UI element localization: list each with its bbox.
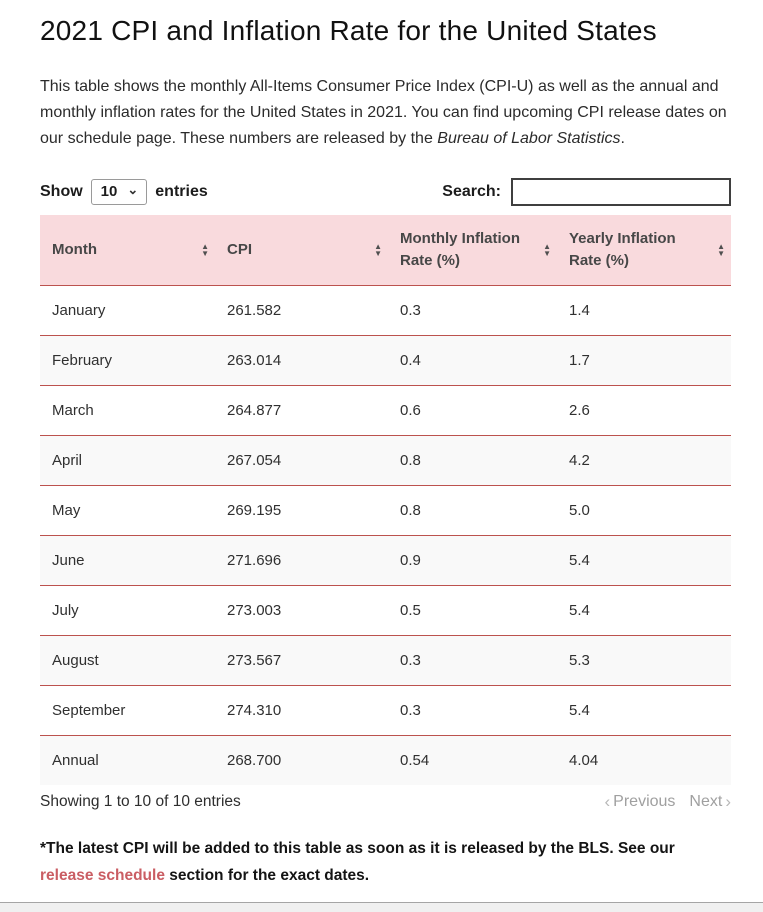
table-body: January 261.582 0.3 1.4 February 263.014… xyxy=(40,285,731,785)
table-row: April 267.054 0.8 4.2 xyxy=(40,435,731,485)
cpi-table: Month ▲ ▼ CPI ▲ ▼ Monthly Inflation Rate (… xyxy=(40,215,731,785)
footnote-text: *The latest CPI will be added to this ta… xyxy=(40,840,675,857)
table-header-row: Month ▲ ▼ CPI ▲ ▼ Monthly Inflation Rate (… xyxy=(40,215,731,285)
horizontal-scrollbar[interactable] xyxy=(0,902,763,912)
cell-yearly-inflation: 1.4 xyxy=(569,301,590,319)
entries-label: entries xyxy=(155,183,208,200)
page-title: 2021 CPI and Inflation Rate for the Unit… xyxy=(40,15,657,46)
cell-month: February xyxy=(52,351,113,369)
entries-select[interactable]: 10 ⌄ xyxy=(90,179,148,205)
cell-month: January xyxy=(52,301,106,319)
cell-yearly-inflation: 5.3 xyxy=(569,651,590,669)
sort-icon[interactable]: ▲ ▼ xyxy=(543,241,551,258)
cell-cpi: 273.003 xyxy=(227,601,282,619)
table-footer: Showing 1 to 10 of 10 entries ‹ Previous … xyxy=(40,792,731,812)
footnote: *The latest CPI will be added to this ta… xyxy=(40,835,731,889)
entries-length-control: Show 10 ⌄ entries xyxy=(40,179,208,205)
table-row: June 271.696 0.9 5.4 xyxy=(40,535,731,585)
pagination-previous-button[interactable]: ‹ Previous xyxy=(604,792,676,811)
release-schedule-link[interactable]: release schedule xyxy=(40,867,165,884)
chevron-left-icon: ‹ xyxy=(604,792,611,811)
table-row: May 269.195 0.8 5.0 xyxy=(40,485,731,535)
cell-yearly-inflation: 1.7 xyxy=(569,351,590,369)
cell-monthly-inflation: 0.9 xyxy=(400,551,421,569)
cell-cpi: 273.567 xyxy=(227,651,282,669)
table-controls: Show 10 ⌄ entries Search: xyxy=(40,178,731,206)
search-label: Search: xyxy=(442,183,501,200)
sort-icon[interactable]: ▲ ▼ xyxy=(201,241,209,258)
cell-monthly-inflation: 0.8 xyxy=(400,451,421,469)
page-content: 2021 CPI and Inflation Rate for the Unit… xyxy=(0,15,763,889)
intro-text-end: . xyxy=(620,130,625,147)
table-row: August 273.567 0.3 5.3 xyxy=(40,635,731,685)
cell-cpi: 269.195 xyxy=(227,501,282,519)
column-header-month[interactable]: Month ▲ ▼ xyxy=(40,215,215,285)
chevron-right-icon: › xyxy=(725,792,731,811)
cell-month: Annual xyxy=(52,751,99,769)
cell-yearly-inflation: 5.0 xyxy=(569,501,590,519)
cell-yearly-inflation: 2.6 xyxy=(569,401,590,419)
show-label: Show xyxy=(40,183,83,200)
cell-yearly-inflation: 4.2 xyxy=(569,451,590,469)
table-row: July 273.003 0.5 5.4 xyxy=(40,585,731,635)
table-header: Month ▲ ▼ CPI ▲ ▼ Monthly Inflation Rate (… xyxy=(40,215,731,285)
search-control: Search: xyxy=(442,178,731,206)
pagination-next-button[interactable]: Next › xyxy=(689,792,731,811)
table-row: September 274.310 0.3 5.4 xyxy=(40,685,731,735)
cell-month: September xyxy=(52,701,126,719)
cell-yearly-inflation: 5.4 xyxy=(569,601,590,619)
intro-italic-text: Bureau of Labor Statistics xyxy=(437,130,621,147)
cell-cpi: 271.696 xyxy=(227,551,282,569)
cell-monthly-inflation: 0.6 xyxy=(400,401,421,419)
cell-month: May xyxy=(52,501,81,519)
cell-cpi: 264.877 xyxy=(227,401,282,419)
cell-cpi: 267.054 xyxy=(227,451,282,469)
cell-yearly-inflation: 5.4 xyxy=(569,701,590,719)
cell-cpi: 261.582 xyxy=(227,301,282,319)
cell-month: March xyxy=(52,401,94,419)
cell-yearly-inflation: 5.4 xyxy=(569,551,590,569)
column-header-cpi[interactable]: CPI ▲ ▼ xyxy=(215,215,388,285)
column-header-label: Monthly Inflation Rate (%) xyxy=(400,229,520,269)
cell-yearly-inflation: 4.04 xyxy=(569,751,599,769)
cell-month: April xyxy=(52,451,83,469)
cell-month: August xyxy=(52,651,99,669)
chevron-down-icon: ⌄ xyxy=(127,181,139,197)
table-row: Annual 268.700 0.54 4.04 xyxy=(40,735,731,785)
column-header-label: Month xyxy=(52,240,97,258)
cell-monthly-inflation: 0.3 xyxy=(400,701,421,719)
column-header-label: CPI xyxy=(227,240,253,258)
column-header-yearly-inflation[interactable]: Yearly Inflation Rate (%) ▲ ▼ xyxy=(557,215,731,285)
cell-monthly-inflation: 0.5 xyxy=(400,601,421,619)
column-header-label: Yearly Inflation Rate (%) xyxy=(569,229,676,269)
column-header-monthly-inflation[interactable]: Monthly Inflation Rate (%) ▲ ▼ xyxy=(388,215,557,285)
sort-icon[interactable]: ▲ ▼ xyxy=(717,241,725,258)
intro-paragraph: This table shows the monthly All-Items C… xyxy=(40,74,731,152)
cell-monthly-inflation: 0.3 xyxy=(400,651,421,669)
cell-month: July xyxy=(52,601,79,619)
entries-select-value: 10 xyxy=(100,183,118,200)
cell-monthly-inflation: 0.54 xyxy=(400,751,430,769)
cell-month: June xyxy=(52,551,85,569)
search-input[interactable] xyxy=(511,178,731,206)
cell-monthly-inflation: 0.3 xyxy=(400,301,421,319)
sort-icon[interactable]: ▲ ▼ xyxy=(374,241,382,258)
table-row: January 261.582 0.3 1.4 xyxy=(40,285,731,335)
cell-monthly-inflation: 0.8 xyxy=(400,501,421,519)
table-row: February 263.014 0.4 1.7 xyxy=(40,335,731,385)
table-row: March 264.877 0.6 2.6 xyxy=(40,385,731,435)
footnote-text-end: section for the exact dates. xyxy=(164,867,370,884)
cell-cpi: 274.310 xyxy=(227,701,282,719)
entries-info-text: Showing 1 to 10 of 10 entries xyxy=(40,793,241,810)
cell-cpi: 263.014 xyxy=(227,351,282,369)
intro-text: This table shows the monthly All-Items C… xyxy=(40,78,727,147)
pagination: ‹ Previous Next › xyxy=(605,792,732,812)
cell-cpi: 268.700 xyxy=(227,751,282,769)
cell-monthly-inflation: 0.4 xyxy=(400,351,421,369)
